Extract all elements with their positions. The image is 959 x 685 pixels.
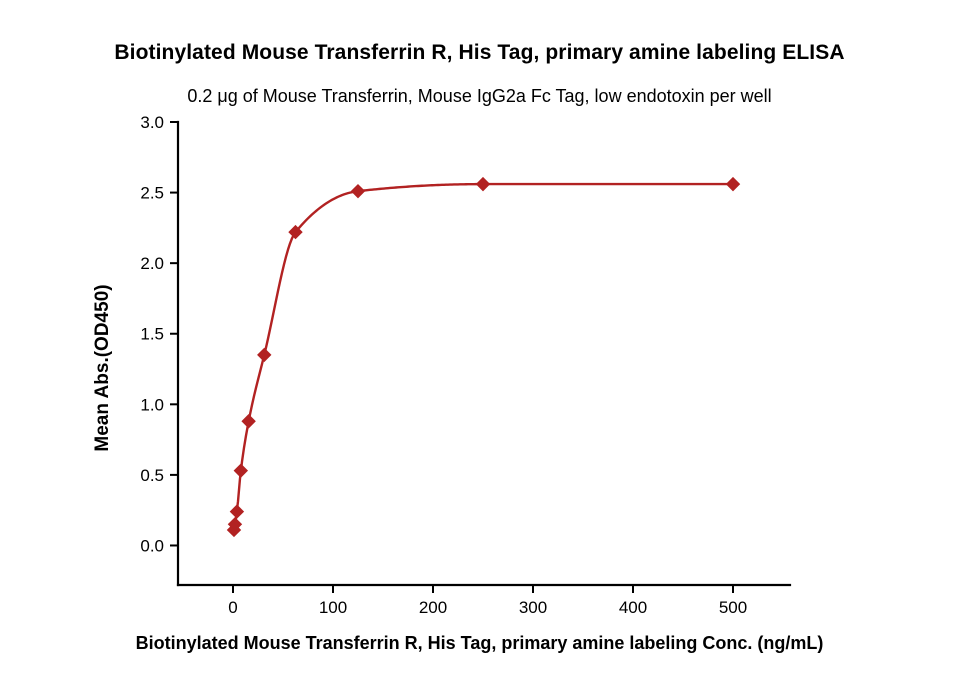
- y-tick-label: 2.0: [140, 254, 164, 273]
- chart-subtitle: 0.2 μg of Mouse Transferrin, Mouse IgG2a…: [187, 86, 772, 106]
- chart-title: Biotinylated Mouse Transferrin R, His Ta…: [114, 41, 845, 64]
- data-point: [241, 414, 256, 429]
- data-point: [227, 517, 243, 532]
- x-axis-title: Biotinylated Mouse Transferrin R, His Ta…: [135, 633, 824, 653]
- data-point: [229, 504, 245, 519]
- x-tick-label: 0: [228, 598, 237, 617]
- x-tick-label: 500: [719, 598, 747, 617]
- data-point: [257, 347, 272, 363]
- y-tick-label: 0.5: [140, 466, 164, 485]
- y-tick-label: 1.5: [140, 325, 164, 344]
- fit-curve: [232, 182, 734, 531]
- x-tick-label: 200: [419, 598, 447, 617]
- data-point: [475, 176, 491, 192]
- data-point: [350, 183, 366, 199]
- x-tick-label: 300: [519, 598, 547, 617]
- data-point: [233, 463, 249, 478]
- data-point: [725, 176, 741, 192]
- y-tick-label: 0.0: [140, 536, 164, 555]
- y-tick-label: 1.0: [140, 395, 164, 414]
- x-tick-label: 100: [319, 598, 347, 617]
- x-tick-label: 400: [619, 598, 647, 617]
- y-tick-label: 3.0: [140, 113, 164, 132]
- data-point: [288, 224, 303, 240]
- y-tick-label: 2.5: [140, 184, 164, 203]
